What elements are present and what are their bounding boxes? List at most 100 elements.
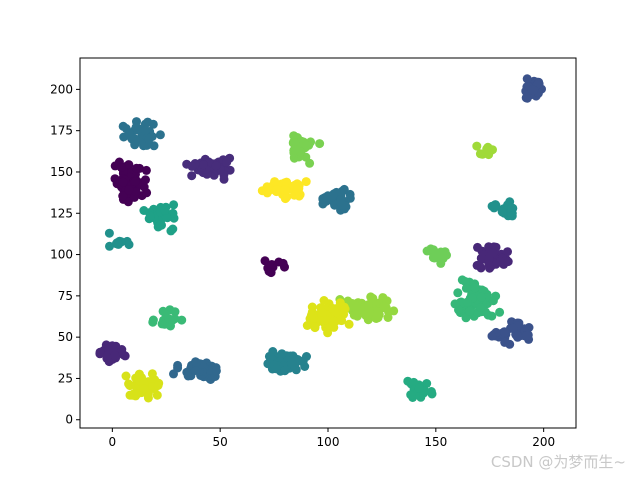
data-point bbox=[292, 179, 302, 189]
y-tick-label: 50 bbox=[58, 330, 73, 344]
data-point bbox=[318, 194, 328, 204]
data-point bbox=[529, 85, 539, 95]
data-point bbox=[144, 134, 154, 144]
data-point bbox=[497, 207, 507, 217]
data-point bbox=[521, 93, 531, 103]
data-point bbox=[95, 347, 105, 357]
data-point bbox=[118, 121, 128, 131]
data-point bbox=[280, 194, 290, 204]
data-point bbox=[495, 307, 505, 317]
data-point bbox=[414, 383, 424, 393]
y-tick-label: 125 bbox=[50, 206, 73, 220]
y-axis: 0 25 50 75 100 125 150 175 200 bbox=[50, 82, 80, 427]
data-point bbox=[290, 138, 300, 148]
data-point bbox=[316, 316, 326, 326]
data-point bbox=[500, 327, 510, 337]
data-point bbox=[168, 315, 178, 325]
y-tick-label: 100 bbox=[50, 248, 73, 262]
data-point bbox=[319, 296, 329, 305]
data-point bbox=[345, 193, 355, 203]
data-point bbox=[125, 381, 135, 391]
data-point bbox=[280, 185, 290, 195]
data-point bbox=[503, 257, 513, 267]
data-point bbox=[351, 301, 361, 311]
watermark: CSDN @为梦而生~ bbox=[490, 453, 626, 471]
data-point bbox=[260, 256, 270, 266]
data-point bbox=[142, 188, 152, 198]
data-point bbox=[476, 292, 486, 302]
data-point bbox=[147, 369, 157, 379]
data-point bbox=[340, 304, 350, 314]
data-point bbox=[155, 130, 165, 140]
data-point bbox=[436, 258, 446, 268]
data-point bbox=[211, 161, 221, 171]
data-point bbox=[440, 247, 450, 257]
data-point bbox=[130, 134, 140, 144]
data-point bbox=[292, 185, 302, 195]
data-point bbox=[490, 200, 500, 210]
data-point bbox=[487, 331, 497, 341]
data-point bbox=[461, 313, 471, 323]
y-tick-label: 175 bbox=[50, 124, 73, 138]
data-point bbox=[132, 163, 141, 173]
data-point bbox=[104, 228, 114, 238]
data-point bbox=[134, 369, 144, 379]
data-point bbox=[328, 303, 338, 313]
data-point bbox=[503, 247, 512, 257]
data-point bbox=[310, 323, 320, 333]
data-point bbox=[487, 311, 497, 321]
data-point bbox=[460, 277, 470, 286]
data-point bbox=[177, 315, 187, 325]
data-point bbox=[344, 319, 354, 329]
data-point bbox=[512, 331, 522, 341]
data-point bbox=[131, 187, 141, 197]
data-point bbox=[153, 381, 163, 390]
y-tick-label: 25 bbox=[58, 371, 73, 385]
data-point bbox=[383, 313, 393, 322]
data-point bbox=[116, 163, 126, 172]
data-point bbox=[507, 203, 517, 213]
data-point bbox=[379, 302, 389, 312]
data-point bbox=[315, 139, 325, 149]
data-point bbox=[110, 350, 120, 360]
data-point bbox=[211, 366, 221, 376]
data-point bbox=[341, 202, 351, 212]
data-point bbox=[183, 371, 193, 381]
data-point bbox=[488, 296, 498, 306]
data-point bbox=[272, 185, 281, 195]
data-point bbox=[187, 171, 197, 181]
data-point bbox=[199, 160, 208, 170]
data-point bbox=[139, 206, 149, 215]
data-point bbox=[219, 174, 229, 184]
data-point bbox=[289, 131, 299, 141]
data-point bbox=[130, 177, 140, 186]
data-point bbox=[475, 149, 485, 159]
data-point bbox=[124, 185, 134, 195]
data-point bbox=[371, 314, 381, 323]
data-point bbox=[124, 160, 134, 170]
data-point bbox=[290, 145, 300, 155]
data-point bbox=[139, 384, 149, 394]
data-point bbox=[191, 357, 201, 367]
data-point bbox=[453, 288, 463, 298]
data-point bbox=[484, 260, 494, 270]
x-tick-label: 50 bbox=[213, 435, 228, 449]
scatter-points bbox=[95, 74, 546, 403]
data-point bbox=[500, 337, 510, 347]
data-point bbox=[305, 158, 315, 168]
data-point bbox=[522, 331, 532, 341]
data-point bbox=[187, 161, 197, 171]
data-point bbox=[267, 260, 277, 269]
data-point bbox=[426, 387, 436, 396]
data-point bbox=[461, 283, 471, 293]
data-point bbox=[158, 306, 168, 316]
data-point bbox=[329, 317, 339, 327]
data-point bbox=[141, 165, 151, 175]
data-point bbox=[132, 389, 142, 399]
data-point bbox=[406, 390, 416, 400]
data-point bbox=[173, 363, 183, 373]
data-point bbox=[496, 256, 505, 266]
data-point bbox=[107, 341, 117, 351]
x-tick-label: 150 bbox=[424, 435, 447, 449]
